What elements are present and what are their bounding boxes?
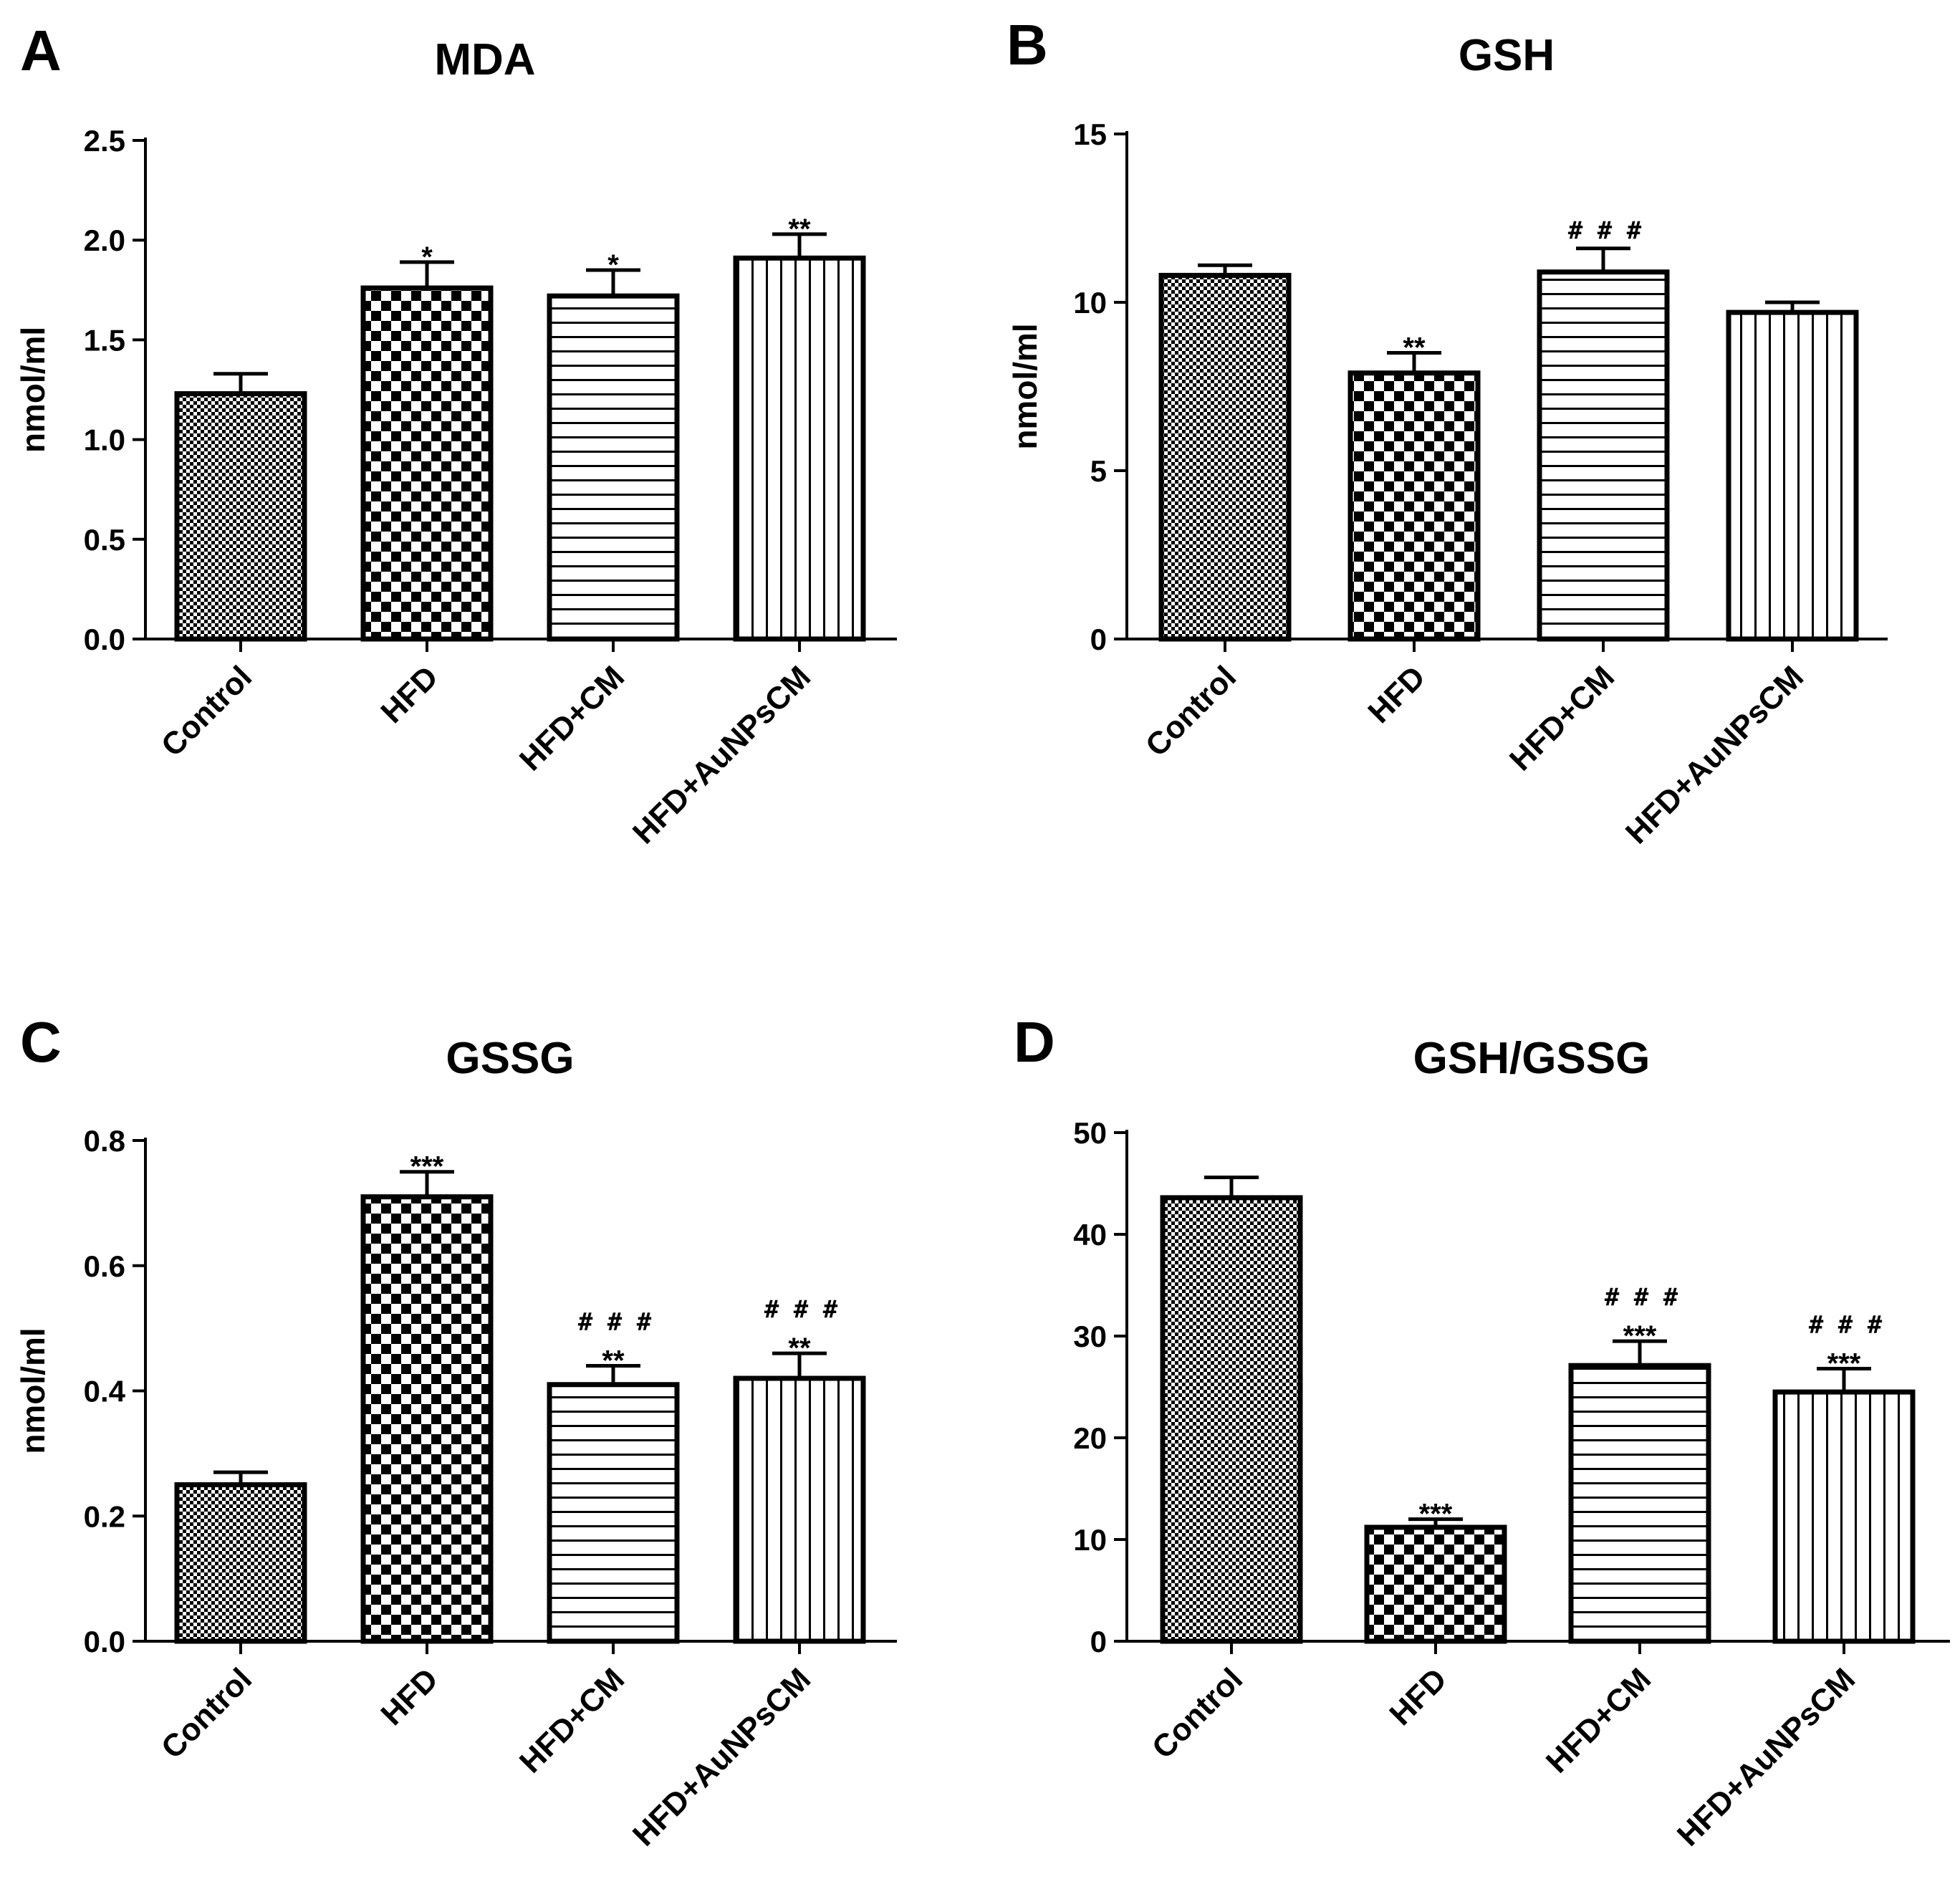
panel-letter: D bbox=[1014, 1010, 1055, 1074]
panel-letter: A bbox=[20, 19, 62, 82]
bar bbox=[1537, 269, 1670, 642]
category-label: HFD+CM bbox=[1503, 659, 1621, 777]
bar bbox=[733, 255, 866, 642]
category-label: HFD bbox=[1361, 659, 1432, 730]
significance-star: * bbox=[421, 241, 433, 273]
significance-star: ** bbox=[602, 1345, 625, 1377]
y-tick-label: 30 bbox=[1073, 1320, 1107, 1353]
category-label: HFD bbox=[1383, 1661, 1454, 1732]
category-label: HFD+AuNPsCM bbox=[626, 1661, 817, 1853]
significance-hash: # # # bbox=[1809, 1310, 1883, 1339]
y-tick-label: 1.0 bbox=[84, 423, 125, 457]
y-tick-label: 0 bbox=[1090, 1625, 1107, 1658]
bar bbox=[1726, 309, 1859, 642]
y-tick-label: 0.6 bbox=[84, 1249, 125, 1283]
panel-letter: C bbox=[20, 1010, 62, 1074]
y-tick-label: 0.4 bbox=[84, 1375, 126, 1408]
category-label: Control bbox=[1139, 659, 1243, 763]
significance-star: *** bbox=[410, 1151, 444, 1183]
bar bbox=[1568, 1363, 1711, 1644]
bar bbox=[1158, 272, 1292, 642]
category-label: HFD+AuNPsCM bbox=[1619, 659, 1810, 850]
plot-area: 0 10 20 30 40 50 Control HFD *** HFD+CM *** # # # HF… bbox=[1073, 1116, 1950, 1853]
bar bbox=[174, 391, 307, 642]
y-tick-label: 0.5 bbox=[84, 523, 125, 557]
bar bbox=[1364, 1524, 1507, 1644]
category-label: HFD+CM bbox=[513, 659, 631, 777]
category-label: HFD+AuNPsCM bbox=[626, 659, 817, 850]
significance-hash: # # # bbox=[764, 1295, 838, 1324]
y-tick-label: 0.8 bbox=[84, 1124, 125, 1158]
category-label: HFD bbox=[374, 1661, 445, 1732]
panel-letter: B bbox=[1007, 13, 1048, 77]
y-tick-label: 0 bbox=[1090, 623, 1107, 656]
bar bbox=[1772, 1389, 1916, 1644]
plot-area: 0.0 0.2 0.4 0.6 0.8 nmol/ml Control HFD *** HFD+C… bbox=[14, 1124, 897, 1853]
y-tick-label: 40 bbox=[1073, 1218, 1107, 1252]
y-tick-label: 2.0 bbox=[84, 224, 125, 257]
bar bbox=[360, 1194, 494, 1644]
significance-star: *** bbox=[1623, 1320, 1657, 1352]
y-tick-label: 15 bbox=[1073, 117, 1107, 151]
bar bbox=[733, 1375, 866, 1644]
chart-title: GSH bbox=[1459, 31, 1555, 80]
y-tick-label: 10 bbox=[1073, 1523, 1107, 1557]
y-tick-label: 0.0 bbox=[84, 1625, 125, 1658]
y-axis-label: nmol/ml bbox=[14, 1327, 52, 1454]
significance-hash: # # # bbox=[1568, 216, 1642, 245]
panel-a: A MDA 0.0 0.5 1.0 1.5 2.0 2.5 nmol/ml Control HF… bbox=[14, 19, 897, 851]
y-tick-label: 2.5 bbox=[84, 124, 125, 158]
significance-star: * bbox=[607, 249, 619, 281]
bar bbox=[547, 293, 680, 642]
plot-area: 0.0 0.5 1.0 1.5 2.0 2.5 nmol/ml Control HFD * HFD+… bbox=[14, 124, 897, 851]
bar bbox=[547, 1382, 680, 1644]
bar bbox=[1160, 1195, 1303, 1644]
significance-hash: # # # bbox=[578, 1308, 652, 1337]
category-label: HFD+CM bbox=[1539, 1661, 1658, 1779]
significance-star: ** bbox=[788, 213, 811, 245]
y-tick-label: 10 bbox=[1073, 286, 1107, 320]
significance-star: *** bbox=[1827, 1348, 1861, 1379]
y-tick-label: 0.0 bbox=[84, 623, 125, 656]
y-tick-label: 20 bbox=[1073, 1421, 1107, 1455]
category-label: HFD+AuNPsCM bbox=[1671, 1661, 1862, 1853]
panel-b: B GSH 0 5 10 15 nmol/ml Control HFD ** HFD+CM # #… bbox=[1007, 13, 1888, 851]
y-tick-label: 5 bbox=[1090, 454, 1107, 488]
y-axis-label: nmol/ml bbox=[14, 327, 52, 453]
bar bbox=[174, 1482, 307, 1644]
y-tick-label: 0.2 bbox=[84, 1499, 125, 1533]
chart-title: GSSG bbox=[446, 1034, 574, 1083]
panel-c: C GSSG 0.0 0.2 0.4 0.6 0.8 nmol/ml Control HFD *… bbox=[14, 1010, 897, 1853]
y-tick-label: 1.5 bbox=[84, 323, 125, 357]
y-axis-label: nmol/ml bbox=[1007, 323, 1044, 449]
chart-title: GSH/GSSG bbox=[1413, 1034, 1651, 1083]
category-label: HFD bbox=[374, 659, 445, 730]
y-tick-label: 50 bbox=[1073, 1116, 1107, 1150]
significance-star: *** bbox=[1419, 1499, 1453, 1530]
bar bbox=[360, 285, 494, 642]
significance-star: ** bbox=[788, 1332, 811, 1364]
significance-star: ** bbox=[1403, 332, 1426, 364]
significance-hash: # # # bbox=[1605, 1283, 1678, 1312]
category-label: HFD+CM bbox=[513, 1661, 631, 1779]
category-label: Control bbox=[155, 1661, 259, 1765]
category-label: Control bbox=[1145, 1661, 1249, 1765]
category-label: Control bbox=[155, 659, 259, 763]
bar bbox=[1348, 370, 1481, 642]
plot-area: 0 5 10 15 nmol/ml Control HFD ** HFD+CM # # # HFD+… bbox=[1007, 117, 1888, 851]
panel-d: D GSH/GSSG 0 10 20 30 40 50 Control HFD *** HFD+C… bbox=[1014, 1010, 1950, 1853]
chart-title: MDA bbox=[434, 35, 535, 85]
